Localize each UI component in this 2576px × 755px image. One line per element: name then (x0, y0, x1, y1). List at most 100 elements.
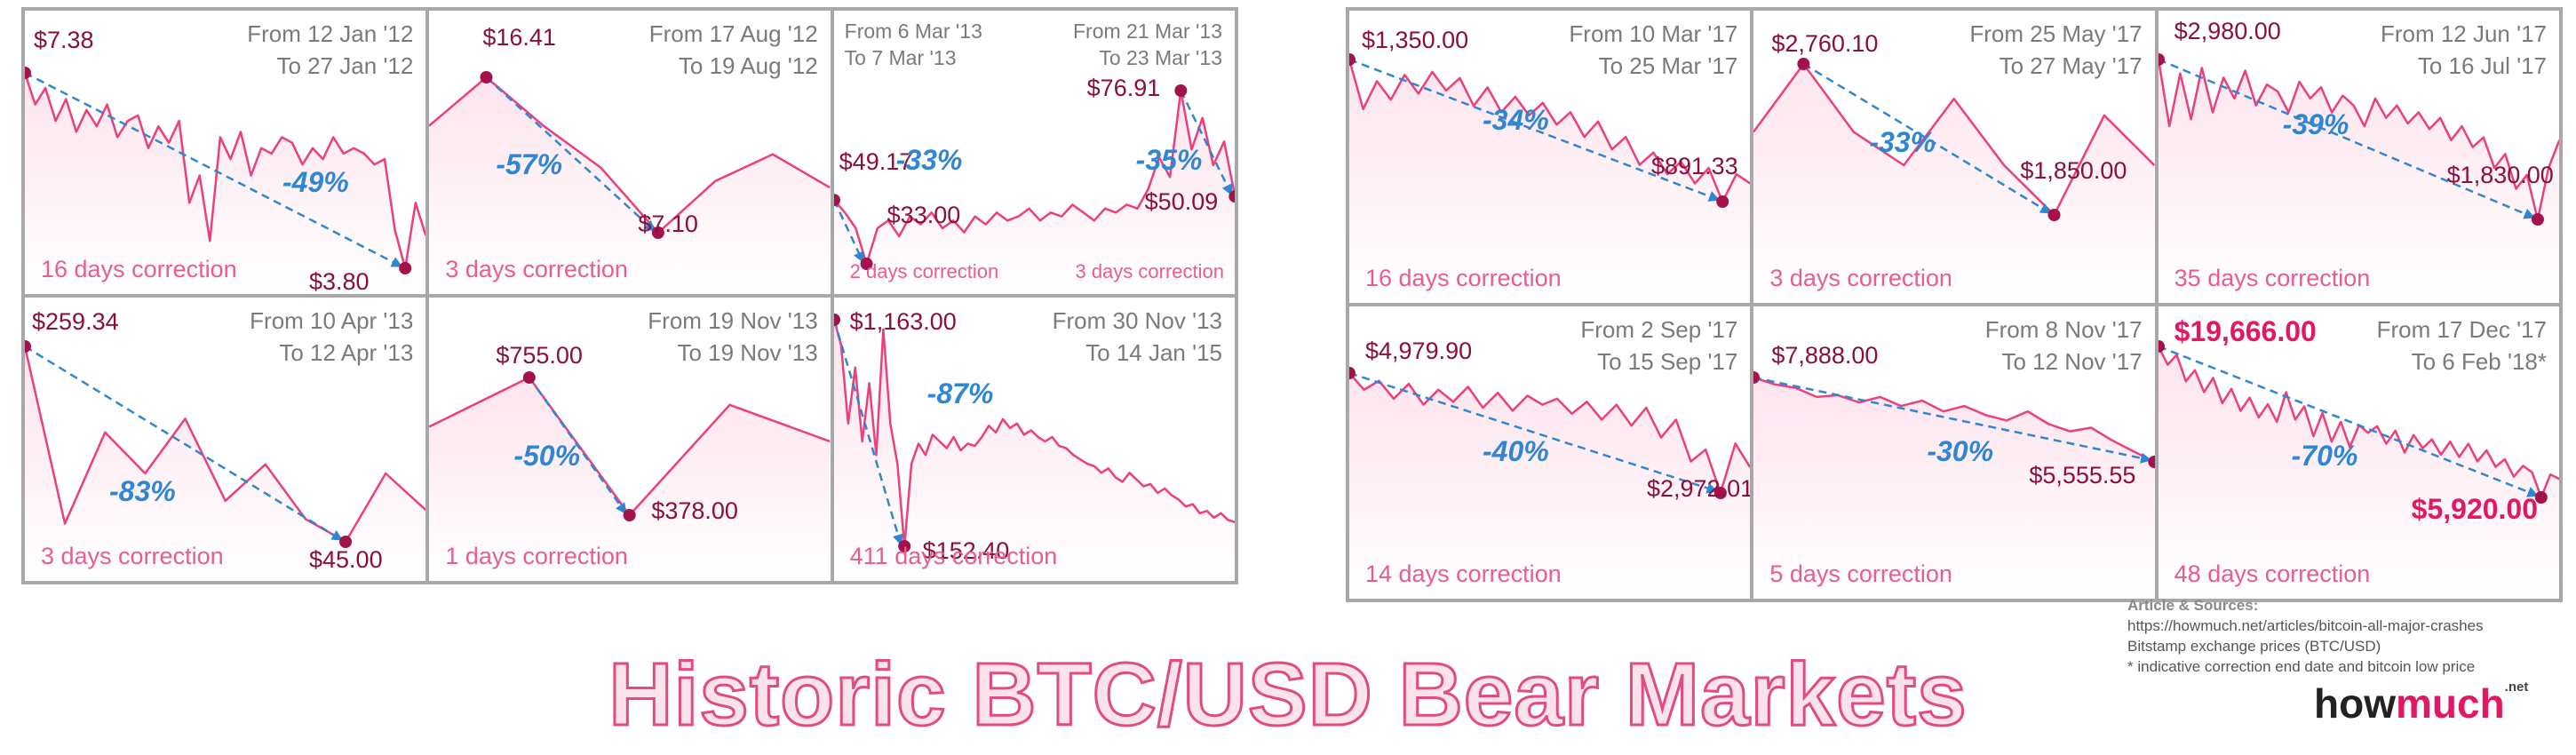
grid-2017-2018: From 10 Mar '17 To 25 Mar '17 $1,350.00 $89… (1346, 7, 2563, 602)
source-line-2: Bitstamp exchange prices (BTC/USD) (2127, 638, 2381, 655)
price-line (833, 89, 1235, 266)
chart-panel-4: From 10 Apr '13 To 12 Apr '13 $259.34 $45.0… (25, 298, 426, 581)
low-point (399, 262, 412, 274)
price-line (429, 76, 831, 234)
peak-price-label: $49.17 (839, 148, 913, 175)
price-chart-6 (833, 314, 1235, 581)
price-area (2158, 60, 2559, 303)
low-price-label: $7.10 (638, 211, 698, 237)
chart-panel-10: From 2 Sep '17 To 15 Sep '17 $4,979.90 $2,9… (1349, 306, 1751, 599)
decline-arrow (1753, 376, 2152, 464)
correction-duration: 3 days correction (41, 543, 224, 569)
source-line-3: * indicative correction end date and bit… (2127, 658, 2476, 675)
period-to: To 12 Nov '17 (2001, 348, 2143, 375)
price-area (833, 320, 1235, 581)
correction-duration: 5 days correction (1769, 560, 1952, 587)
correction-duration: 35 days correction (2174, 265, 2371, 291)
sources-note: Article & Sources: https://howmuch.net/a… (2127, 595, 2484, 677)
price-area (25, 346, 426, 581)
period-from: From 12 Jan '12 (247, 20, 414, 47)
low-price-label: $5,920.00 (2411, 493, 2539, 525)
price-area (1349, 373, 1751, 599)
period-label: From 12 Jun '17 To 16 Jul '17 (2381, 18, 2547, 82)
period-to: To 27 May '17 (1999, 52, 2143, 79)
sources-header: Article & Sources: (2127, 597, 2259, 614)
peak-price-label: $4,979.90 (1365, 338, 1473, 364)
low-price-label: $5,555.55 (2029, 462, 2136, 489)
period-label: From 17 Dec '17 To 6 Feb '18* (2377, 314, 2547, 378)
decline-arrow (25, 71, 403, 268)
low2-price-label: $50.09 (1144, 188, 1219, 215)
low-price-label: $152.40 (922, 537, 1010, 564)
decline-arrow (25, 345, 344, 542)
decline-percent: -40% (1483, 435, 1549, 467)
howmuch-logo[interactable]: howmuch.net (2314, 680, 2528, 727)
period-from: From 8 Nov '17 (1984, 316, 2143, 343)
decline-arrow (2158, 345, 2539, 497)
period-to: To 27 Jan '12 (276, 52, 414, 79)
source-line-1[interactable]: https://howmuch.net/articles/bitcoin-all… (2127, 617, 2484, 634)
peak-point (25, 340, 31, 353)
grid-2012-2015: From 12 Jan '12 To 27 Jan '12 $7.38 $3.80 -4… (21, 7, 1238, 584)
price-chart-5 (429, 371, 831, 581)
period-from: From 6 Mar '13 (844, 20, 982, 43)
period-from: From 17 Aug '12 (648, 20, 818, 47)
chart-panel-5: From 19 Nov '13 To 19 Nov '13 $755.00 $378.… (429, 298, 831, 581)
decline-percent: -39% (2282, 108, 2349, 140)
period2-from: From 21 Mar '13 (1073, 20, 1222, 43)
low-point (2531, 213, 2544, 226)
decline-percent: -57% (496, 148, 563, 180)
decline-percent: -33% (895, 144, 963, 176)
chart-panel-9: From 12 Jun '17 To 16 Jul '17 $2,980.00 $1,… (2158, 11, 2559, 303)
price-line (1349, 59, 1751, 203)
decline-arrow (833, 199, 864, 264)
peak-price-label: $1,350.00 (1362, 27, 1469, 53)
peak-point (833, 194, 840, 207)
peak-point (1753, 371, 1761, 384)
peak-price-label: $19,666.00 (2174, 315, 2317, 347)
logo-net: .net (2504, 680, 2529, 695)
chart-panel-11: From 8 Nov '17 To 12 Nov '17 $7,888.00 $5,5… (1753, 306, 2155, 599)
period-label: From 2 Sep '17 To 15 Sep '17 (1580, 314, 1737, 378)
logo-how: how (2314, 680, 2396, 727)
period-to: To 14 Jan '15 (1085, 339, 1222, 366)
price-chart-12 (2158, 340, 2559, 599)
peak-point (833, 314, 840, 326)
chart-panel-8: From 25 May '17 To 27 May '17 $2,760.10 $1,… (1753, 11, 2155, 303)
low-point (339, 536, 353, 548)
price-area (25, 73, 426, 294)
peak-price-label: $7.38 (34, 27, 94, 53)
peak-point (1349, 367, 1356, 379)
period-label: From 12 Jan '12 To 27 Jan '12 (247, 18, 413, 82)
peak-point (2158, 53, 2165, 66)
price-area (429, 77, 831, 294)
peak-price-label: $2,980.00 (2174, 18, 2281, 44)
peak-price-label: $259.34 (32, 308, 119, 335)
low-point (860, 258, 873, 270)
price-line (25, 346, 426, 544)
low-price-label: $1,850.00 (2020, 157, 2127, 184)
peak-price-label: $7,888.00 (1771, 342, 1879, 369)
decline-arrow (1349, 371, 1719, 494)
peak-point (25, 67, 31, 79)
price-line (833, 319, 1235, 548)
period-from: From 2 Sep '17 (1580, 316, 1738, 343)
chart-panel-6: From 30 Nov '13 To 14 Jan '15 $1,163.00 $15… (833, 298, 1235, 581)
peak-price-label: $755.00 (496, 342, 583, 369)
period-label: From 10 Mar '17 To 25 Mar '17 (1569, 18, 1737, 82)
period-to: To 15 Sep '17 (1597, 348, 1738, 375)
price-area (2158, 346, 2559, 599)
period-from: From 17 Dec '17 (2376, 316, 2547, 343)
chart-panel-12: From 17 Dec '17 To 6 Feb '18* $19,666.00 $5… (2158, 306, 2559, 599)
price-chart-9 (2158, 53, 2559, 303)
price-area (1753, 64, 2155, 303)
decline-percent: -33% (1869, 126, 1936, 158)
price-area (1349, 60, 1751, 303)
logo-much: much (2395, 680, 2505, 727)
correction-duration: 14 days correction (1365, 560, 1562, 587)
period-label: From 19 Nov '13 To 19 Nov '13 (648, 305, 817, 369)
low-price-label: $378.00 (651, 497, 738, 524)
period-label-2: From 21 Mar '13 To 23 Mar '13 (1073, 18, 1222, 71)
period-label: From 10 Apr '13 To 12 Apr '13 (250, 305, 413, 369)
low-price-label: $33.00 (886, 202, 961, 228)
